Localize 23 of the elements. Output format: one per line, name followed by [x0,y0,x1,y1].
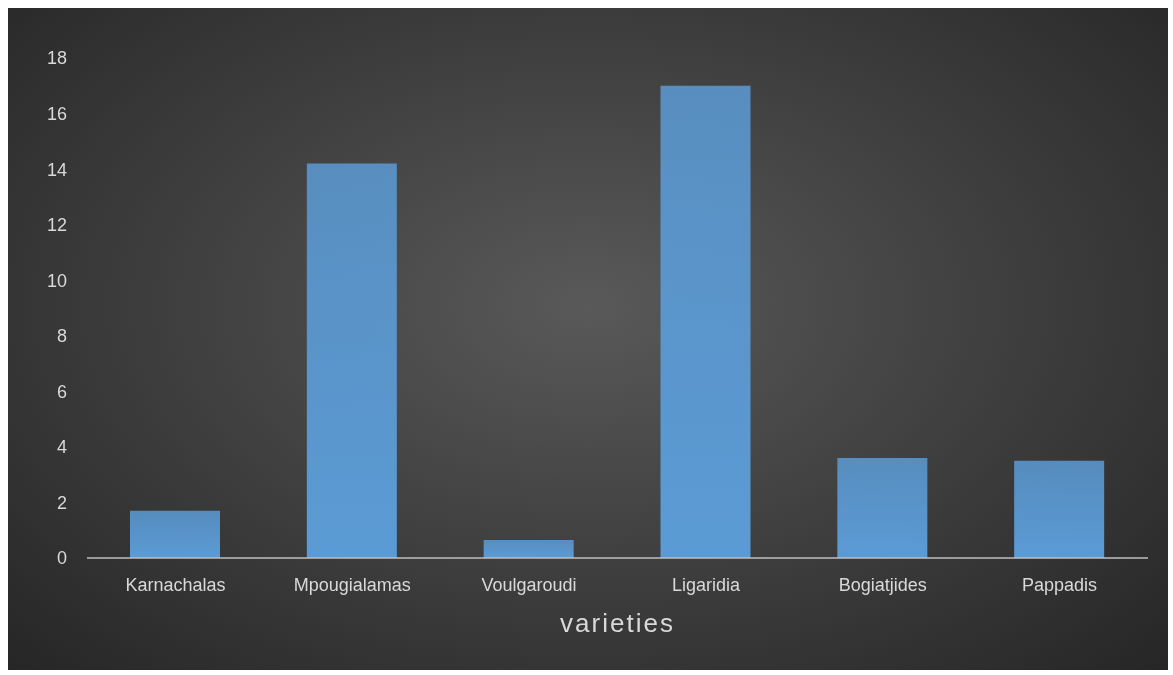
bar [306,163,397,558]
x-tick-label: Pappadis [1022,574,1098,595]
x-tick-label: Mpougialamas [293,574,411,595]
bar [483,539,574,558]
x-tick-label: Bogiatjides [838,574,927,595]
x-tick-label: Karnachalas [125,574,226,595]
x-tick-label: Voulgaroudi [481,574,577,595]
bar [837,458,928,558]
y-tick-label: 2 [56,492,67,513]
y-tick-label: 8 [56,326,67,347]
y-tick-label: 14 [46,159,67,180]
bar [660,85,751,558]
x-axis-title: varieties [560,608,675,638]
y-tick-label: 12 [46,215,67,236]
y-tick-label: 4 [56,437,67,458]
y-tick-label: 6 [56,381,67,402]
bar [1014,460,1105,558]
x-tick-label: Ligaridia [671,574,741,595]
bar [130,510,220,558]
y-tick-label: 18 [46,48,67,69]
y-tick-label: 16 [46,103,67,124]
y-tick-label: 0 [56,548,67,569]
y-tick-label: 10 [46,270,67,291]
